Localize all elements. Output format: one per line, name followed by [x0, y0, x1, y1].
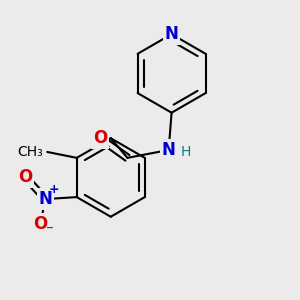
Text: O: O: [93, 129, 107, 147]
Text: +: +: [49, 183, 59, 196]
Text: CH₃: CH₃: [18, 145, 44, 159]
Text: N: N: [165, 25, 178, 43]
Text: N: N: [38, 190, 52, 208]
Text: ⁻: ⁻: [46, 224, 54, 239]
Text: H: H: [180, 145, 190, 159]
Text: O: O: [19, 169, 33, 187]
Text: O: O: [33, 214, 48, 232]
Text: N: N: [162, 141, 176, 159]
